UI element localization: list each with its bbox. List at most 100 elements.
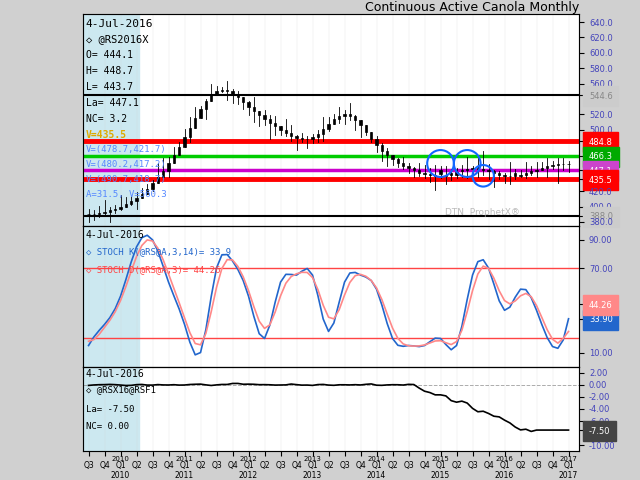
Bar	[322, 129, 324, 134]
Bar	[290, 133, 292, 136]
Bar	[274, 123, 276, 126]
Text: 2014: 2014	[367, 456, 385, 462]
Text: 2011: 2011	[175, 456, 193, 462]
Text: ◇ @RS2016X: ◇ @RS2016X	[86, 35, 148, 45]
Text: ◇ @RSX16@RSF1: ◇ @RSX16@RSF1	[86, 385, 156, 394]
Bar	[210, 95, 212, 101]
Bar	[413, 168, 415, 170]
Bar	[200, 109, 202, 118]
Bar	[83, 367, 140, 451]
Text: 2016: 2016	[495, 456, 513, 462]
Text: ◇ STOCH D(@RS@A,3)= 44.26: ◇ STOCH D(@RS@A,3)= 44.26	[86, 265, 220, 274]
Bar	[109, 210, 111, 212]
Bar	[285, 130, 287, 133]
Bar	[253, 107, 255, 111]
Text: V=(478.7,421.7): V=(478.7,421.7)	[86, 145, 166, 155]
Bar	[221, 90, 223, 91]
Bar	[189, 128, 191, 137]
Bar	[344, 114, 346, 116]
Bar	[333, 119, 335, 124]
Bar	[546, 166, 548, 168]
Bar	[301, 138, 303, 139]
Bar	[338, 116, 340, 119]
Text: NC= 0.00: NC= 0.00	[86, 421, 129, 431]
Bar	[461, 170, 463, 171]
Bar	[269, 119, 271, 123]
Bar	[312, 137, 314, 139]
Bar	[418, 170, 420, 173]
Bar	[354, 116, 356, 120]
Bar	[429, 174, 431, 176]
Bar	[120, 206, 122, 209]
Text: La= 447.1: La= 447.1	[86, 98, 138, 108]
Bar	[125, 204, 127, 206]
Text: V=(480.2,417.2): V=(480.2,417.2)	[86, 160, 166, 169]
Bar	[557, 164, 559, 165]
Bar	[466, 168, 468, 170]
Text: 2013: 2013	[303, 456, 321, 462]
Bar	[530, 171, 532, 173]
Bar	[408, 166, 410, 168]
Text: V=(490.7,418.7): V=(490.7,418.7)	[86, 175, 166, 184]
Text: L= 443.7: L= 443.7	[86, 82, 132, 92]
Bar	[514, 173, 516, 176]
Text: O= 444.1: O= 444.1	[86, 50, 132, 60]
Bar	[258, 111, 260, 115]
Bar	[173, 155, 175, 163]
Bar	[520, 175, 522, 176]
Bar	[450, 173, 452, 175]
Text: 2017: 2017	[559, 456, 577, 462]
Bar	[552, 165, 554, 166]
Bar	[360, 120, 362, 125]
Bar	[370, 132, 372, 139]
Bar	[498, 173, 500, 175]
Text: H= 448.7: H= 448.7	[86, 66, 132, 76]
Bar	[83, 226, 140, 367]
Bar	[157, 178, 159, 183]
Bar	[178, 146, 180, 155]
Text: ◇ STOCH K(@RS@A,3,14)= 33.9: ◇ STOCH K(@RS@A,3,14)= 33.9	[86, 247, 231, 256]
Bar	[493, 171, 495, 173]
Bar	[83, 14, 140, 226]
Bar	[488, 170, 490, 171]
Text: 4-Jul-2016: 4-Jul-2016	[86, 369, 145, 379]
Bar	[504, 175, 506, 176]
Bar	[536, 169, 538, 171]
Bar	[392, 156, 394, 159]
Text: 2010: 2010	[111, 456, 129, 462]
Bar	[226, 90, 228, 91]
Bar	[525, 173, 527, 175]
Bar	[456, 172, 458, 175]
Bar	[397, 159, 399, 163]
Bar	[541, 168, 543, 169]
Bar	[317, 134, 319, 137]
Bar	[162, 170, 164, 178]
Bar	[386, 151, 388, 156]
Text: La= -7.50: La= -7.50	[86, 405, 134, 414]
Bar	[232, 91, 234, 94]
Text: Continuous Active Canola Monthly: Continuous Active Canola Monthly	[365, 1, 579, 14]
Bar	[264, 115, 266, 119]
Bar	[482, 168, 484, 170]
Text: NC= 3.2: NC= 3.2	[86, 114, 127, 124]
Bar	[205, 101, 207, 109]
Bar	[130, 201, 132, 204]
Bar	[376, 139, 378, 145]
Text: 4-Jul-2016: 4-Jul-2016	[86, 230, 145, 240]
Bar	[114, 209, 116, 210]
Bar	[296, 136, 298, 138]
Bar	[365, 125, 367, 132]
Text: 2015: 2015	[431, 456, 449, 462]
Bar	[381, 145, 383, 151]
Bar	[280, 126, 282, 130]
Bar	[402, 163, 404, 166]
Bar	[146, 189, 148, 193]
Bar	[237, 94, 239, 97]
Bar	[248, 102, 250, 107]
Text: 2012: 2012	[239, 456, 257, 462]
Bar	[168, 163, 170, 170]
Bar	[136, 198, 138, 201]
Text: DTN  ProphetX®: DTN ProphetX®	[445, 208, 520, 217]
Bar	[104, 212, 106, 213]
Bar	[184, 137, 186, 146]
